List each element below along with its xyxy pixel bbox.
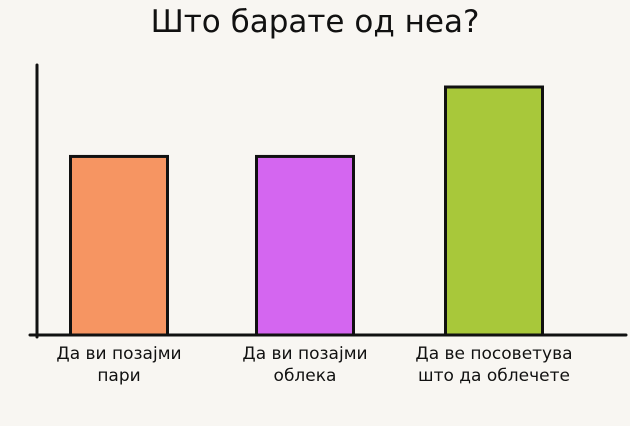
bar [444, 85, 544, 337]
bar [255, 154, 355, 337]
x-tick-label: Да ви позајми пари [56, 344, 182, 386]
chart-title: Што барате од неа? [150, 4, 480, 40]
x-tick-label: Да ве посоветува што да облечете [415, 344, 573, 386]
x-tick-label: Да ви позајми облека [242, 344, 368, 386]
bar [69, 154, 169, 337]
